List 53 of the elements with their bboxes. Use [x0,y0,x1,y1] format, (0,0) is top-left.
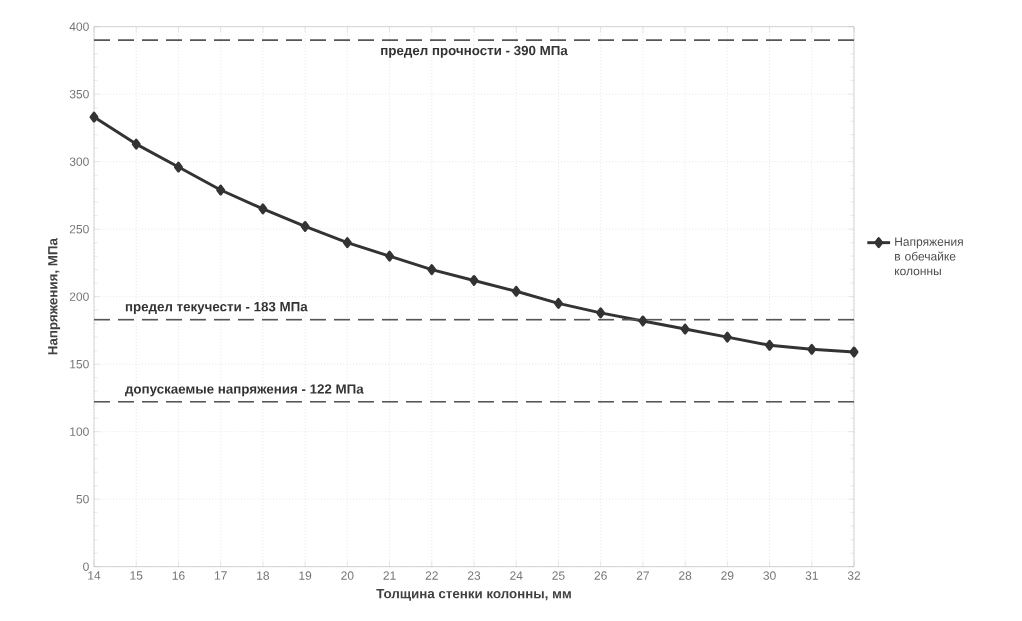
point [385,250,395,262]
point [89,111,99,123]
x-tick-label: 21 [383,571,396,580]
x-tick-label: 15 [130,571,143,580]
x-tick-label: 18 [257,571,270,580]
ref-line-label: предел прочности - 390 МПа [381,45,568,58]
x-tick-label: 28 [679,571,692,580]
x-tick-label: 24 [510,571,523,580]
x-tick-label: 23 [467,571,481,580]
y-tick-label: 50 [76,494,89,504]
x-tick-label: 25 [552,571,565,580]
point [680,323,690,335]
point [427,264,437,276]
x-axis-title: Толщина стенки колонны, мм [376,589,571,601]
y-tick-label: 250 [69,224,89,234]
ref-line-label: допускаемые напряжения - 122 МПа [125,384,364,397]
point [216,184,226,196]
x-tick-label: 19 [299,571,312,580]
y-tick-label: 100 [70,427,89,436]
y-axis-title: Напряжения, МПа [48,238,61,355]
x-tick-label: 27 [636,571,649,580]
point [807,343,817,355]
y-tick-label: 400 [69,22,89,31]
y-tick-label: 150 [70,359,89,369]
point [469,274,479,286]
point [131,138,141,150]
point [342,237,352,249]
point [849,346,859,358]
y-tick-label: 200 [69,292,89,301]
x-tick-label: 22 [425,571,438,580]
x-tick-label: 16 [172,571,185,580]
point [553,297,563,309]
x-tick-label: 20 [341,571,354,580]
x-tick-label: 30 [763,571,776,580]
y-tick-label: 300 [69,157,89,166]
point [765,339,775,351]
point [258,203,268,215]
point [596,307,606,319]
x-tick-label: 32 [847,571,861,580]
y-tick-label: 350 [69,89,89,99]
point [300,220,310,232]
x-tick-label: 14 [88,571,101,580]
point [511,285,521,297]
x-tick-label: 17 [214,571,227,580]
point [173,161,183,173]
x-tick-label: 26 [594,571,607,580]
y-tick-label: 0 [83,562,89,571]
point [722,331,732,343]
ref-line-label: предел текучести - 183 МПа [125,301,308,314]
legend-label: Напряжения в обечайке колонны [895,237,963,276]
point [638,315,648,327]
x-tick-label: 31 [805,571,818,580]
x-tick-label: 29 [721,571,734,580]
